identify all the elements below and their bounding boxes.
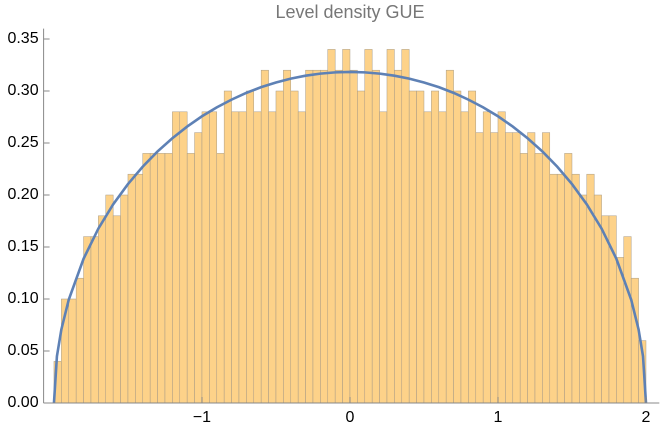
histogram-bar xyxy=(630,277,639,404)
histogram-bar xyxy=(438,111,447,404)
histogram-bar xyxy=(431,90,440,404)
x-tick-label: 2 xyxy=(642,409,651,426)
histogram-bar xyxy=(246,90,255,404)
histogram-bar xyxy=(349,69,358,404)
histogram-bar xyxy=(68,298,77,404)
histogram-bar xyxy=(423,111,432,404)
histogram-bar xyxy=(120,194,129,404)
histogram-bar xyxy=(186,153,195,404)
x-tick-label: 0 xyxy=(346,409,355,426)
histogram-bar xyxy=(460,111,469,404)
histogram-bar xyxy=(90,236,99,404)
histogram-bar xyxy=(135,173,144,404)
histogram-bar xyxy=(275,90,284,404)
histogram-bar xyxy=(327,49,336,404)
y-tick-label: 0.15 xyxy=(7,238,38,255)
histogram-bar xyxy=(482,111,491,404)
histogram-bar xyxy=(342,49,351,404)
histogram-bar xyxy=(268,111,277,404)
y-tick-label: 0.20 xyxy=(7,186,38,203)
histogram-bar xyxy=(386,49,395,404)
histogram-bar xyxy=(75,277,84,404)
x-tick-label: 1 xyxy=(494,409,503,426)
histogram-bar xyxy=(564,153,573,404)
histogram-bar xyxy=(297,111,306,404)
histogram-bar xyxy=(305,69,314,404)
histogram-bar xyxy=(542,132,551,404)
histogram-bar xyxy=(127,173,136,404)
histogram-bar xyxy=(401,49,410,404)
histogram-bar xyxy=(497,111,506,404)
y-tick-label: 0.00 xyxy=(7,394,38,411)
histogram-bar xyxy=(112,215,121,404)
y-tick-label: 0.30 xyxy=(7,82,38,99)
histogram-bar xyxy=(172,111,181,404)
histogram-bar xyxy=(105,194,114,404)
histogram-bar xyxy=(164,153,173,404)
histogram-bar xyxy=(194,132,203,404)
histogram-bar xyxy=(149,153,158,404)
histogram-bar xyxy=(475,132,484,404)
histogram-bar xyxy=(394,69,403,404)
histogram-bar xyxy=(83,236,92,404)
histogram-bar xyxy=(283,69,292,404)
histogram-bar xyxy=(201,111,210,404)
histogram-bar xyxy=(453,90,462,404)
y-tick-label: 0.05 xyxy=(7,342,38,359)
histogram-bar xyxy=(238,111,247,404)
histogram-bar xyxy=(468,90,477,404)
histogram-bar xyxy=(623,236,632,404)
histogram-bar xyxy=(371,69,380,404)
histogram-bar xyxy=(253,111,262,404)
histogram-bar xyxy=(216,153,225,404)
histogram-bar xyxy=(231,111,240,404)
histogram-bar xyxy=(527,132,536,404)
histogram-bar xyxy=(556,173,565,404)
histogram-bar xyxy=(209,111,218,404)
histogram-bar xyxy=(490,132,499,404)
histogram-bar xyxy=(179,111,188,404)
histogram-bar xyxy=(549,173,558,404)
histogram-bar xyxy=(579,194,588,404)
y-tick-label: 0.35 xyxy=(7,30,38,47)
chart-title: Level density GUE xyxy=(275,2,424,22)
histogram-bar xyxy=(571,173,580,404)
histogram-bar xyxy=(408,90,417,404)
histogram-bar xyxy=(534,153,543,404)
histogram-bar xyxy=(312,69,321,404)
x-tick-label: −1 xyxy=(193,409,211,426)
histogram-bar xyxy=(364,49,373,404)
histogram-bar xyxy=(320,69,329,404)
histogram-bar xyxy=(334,69,343,404)
y-tick-label: 0.25 xyxy=(7,134,38,151)
histogram-bar xyxy=(445,69,454,404)
histogram-bar xyxy=(260,69,269,404)
histogram-bar xyxy=(505,132,514,404)
y-tick-label: 0.10 xyxy=(7,290,38,307)
histogram-bar xyxy=(519,153,528,404)
density-curve xyxy=(52,70,648,404)
histogram-bar xyxy=(142,153,151,404)
histogram-bar xyxy=(416,90,425,404)
histogram-bar xyxy=(157,153,166,404)
histogram-bar xyxy=(357,90,366,404)
histogram-bar xyxy=(290,90,299,404)
histogram-bar xyxy=(223,90,232,404)
histogram-bar xyxy=(98,215,107,404)
histogram-bar xyxy=(512,132,521,404)
histogram-bar xyxy=(379,111,388,404)
